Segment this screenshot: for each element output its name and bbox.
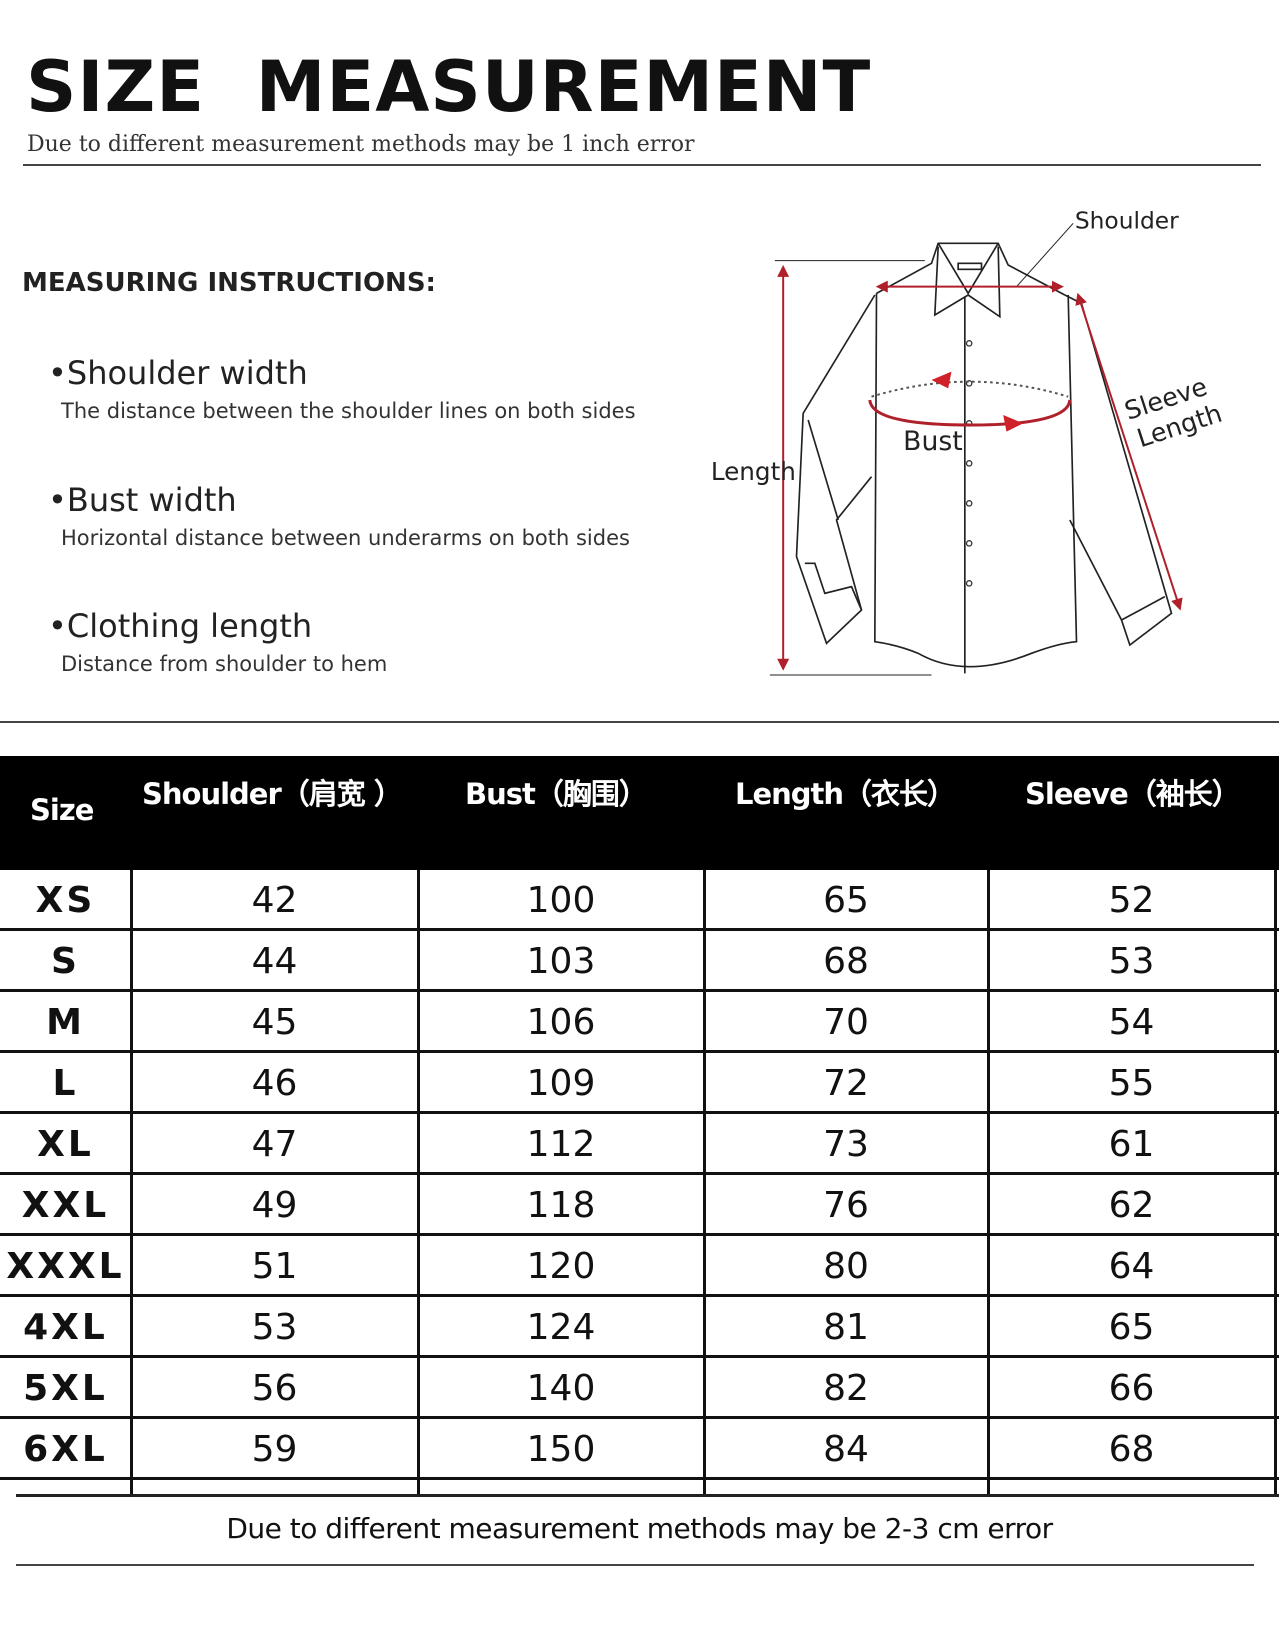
cell-size: 5XL [23, 1368, 108, 1409]
column-header-length: Length（衣长） [735, 777, 956, 811]
cell-shoulder: 42 [251, 880, 298, 921]
cell-shoulder: 59 [251, 1429, 298, 1470]
cell-length: 72 [823, 1063, 869, 1104]
column-divider [417, 870, 420, 1494]
cell-length: 76 [823, 1185, 869, 1226]
cell-size: XL [37, 1124, 94, 1165]
cell-shoulder: 49 [251, 1185, 298, 1226]
guide-lines [769, 222, 1074, 676]
cell-size: XXL [21, 1185, 110, 1226]
cell-length: 73 [823, 1124, 869, 1165]
instruction-bust-label: •Bust width [48, 481, 237, 519]
instruction-shoulder-description: The distance between the shoulder lines … [61, 399, 636, 423]
cell-size: 4XL [23, 1307, 108, 1348]
cell-sleeve: 55 [1108, 1063, 1155, 1104]
divider [16, 1564, 1254, 1566]
cell-sleeve: 66 [1108, 1368, 1155, 1409]
cell-length: 82 [823, 1368, 869, 1409]
cell-bust: 140 [526, 1368, 596, 1409]
divider [16, 1494, 1279, 1497]
column-divider [1274, 870, 1277, 1494]
cell-bust: 112 [526, 1124, 596, 1165]
column-divider [130, 870, 133, 1494]
divider [0, 721, 1279, 723]
cell-sleeve: 54 [1108, 1002, 1155, 1043]
length-label: Length [711, 457, 796, 486]
cell-bust: 120 [526, 1246, 596, 1287]
shirt-diagram: Shoulder Bust Length Sleeve Length [711, 206, 1226, 676]
bust-arrowhead-left [931, 371, 952, 389]
table-row: XXL 49 118 76 62 [0, 1175, 1279, 1236]
cell-length: 84 [823, 1429, 869, 1470]
column-divider [987, 870, 990, 1494]
table-row: XXXL 51 120 80 64 [0, 1236, 1279, 1297]
buttons [965, 340, 973, 587]
cell-sleeve: 62 [1108, 1185, 1155, 1226]
cell-shoulder: 47 [251, 1124, 298, 1165]
footer-note: Due to different measurement methods may… [226, 1512, 1053, 1545]
column-header-shoulder: Shoulder（肩宽 ） [142, 777, 403, 811]
sleeve-arrow [1075, 292, 1183, 611]
instruction-shoulder-label: •Shoulder width [48, 354, 308, 392]
page-title: SIZE MEASUREMENT [26, 46, 872, 128]
cell-sleeve: 64 [1108, 1246, 1155, 1287]
cell-bust: 103 [526, 941, 596, 982]
cell-length: 68 [823, 941, 869, 982]
cell-shoulder: 51 [251, 1246, 298, 1287]
table-row: S 44 103 68 53 [0, 931, 1279, 992]
cell-bust: 150 [526, 1429, 596, 1470]
page-subtitle: Due to different measurement methods may… [27, 132, 695, 157]
cell-shoulder: 53 [251, 1307, 298, 1348]
instruction-bust-description: Horizontal distance between underarms on… [61, 526, 630, 550]
table-row: 6XL 59 150 84 68 [0, 1419, 1279, 1480]
bust-arrow-front [868, 399, 1072, 427]
cell-length: 70 [823, 1002, 869, 1043]
table-header: Size Shoulder（肩宽 ） Bust（胸围） Length（衣长） S… [0, 756, 1279, 870]
cell-size: M [46, 1002, 85, 1043]
cell-sleeve: 53 [1108, 941, 1155, 982]
cell-size: S [51, 941, 80, 982]
cell-sleeve: 68 [1108, 1429, 1155, 1470]
table-row: 4XL 53 124 81 65 [0, 1297, 1279, 1358]
cell-size: L [52, 1063, 79, 1104]
column-divider [703, 870, 706, 1494]
cell-shoulder: 46 [251, 1063, 298, 1104]
table-row: 5XL 56 140 82 66 [0, 1358, 1279, 1419]
column-header-bust: Bust（胸围） [465, 777, 648, 811]
shoulder-label: Shoulder [1075, 206, 1179, 234]
cell-bust: 100 [526, 880, 596, 921]
bust-label: Bust [903, 426, 963, 457]
table-row: XS 42 100 65 52 [0, 870, 1279, 931]
instruction-length-description: Distance from shoulder to hem [61, 652, 388, 676]
cell-sleeve: 65 [1108, 1307, 1155, 1348]
cell-bust: 124 [526, 1307, 596, 1348]
cell-shoulder: 44 [251, 941, 298, 982]
cell-bust: 106 [526, 1002, 596, 1043]
cell-size: XS [35, 880, 96, 921]
cell-sleeve: 61 [1108, 1124, 1155, 1165]
cell-shoulder: 56 [251, 1368, 298, 1409]
cell-sleeve: 52 [1108, 880, 1155, 921]
bust-arrowhead-right [1003, 415, 1024, 432]
column-header-size: Size [30, 793, 94, 827]
instruction-length-label: •Clothing length [48, 607, 313, 645]
cell-size: 6XL [23, 1429, 108, 1470]
cell-length: 65 [823, 880, 869, 921]
table-row: L 46 109 72 55 [0, 1053, 1279, 1114]
cell-length: 80 [823, 1246, 869, 1287]
cell-bust: 109 [526, 1063, 596, 1104]
column-header-sleeve: Sleeve（袖长） [1025, 777, 1241, 811]
shirt-outline [795, 242, 1173, 674]
cell-shoulder: 45 [251, 1002, 298, 1043]
cell-size: XXXL [6, 1246, 125, 1287]
cell-bust: 118 [526, 1185, 596, 1226]
cell-length: 81 [823, 1307, 869, 1348]
instructions-title: MEASURING INSTRUCTIONS: [22, 268, 436, 298]
bust-arrow-back [871, 380, 1069, 398]
table-row: M 45 106 70 54 [0, 992, 1279, 1053]
table-row: XL 47 112 73 61 [0, 1114, 1279, 1175]
divider [23, 164, 1261, 166]
